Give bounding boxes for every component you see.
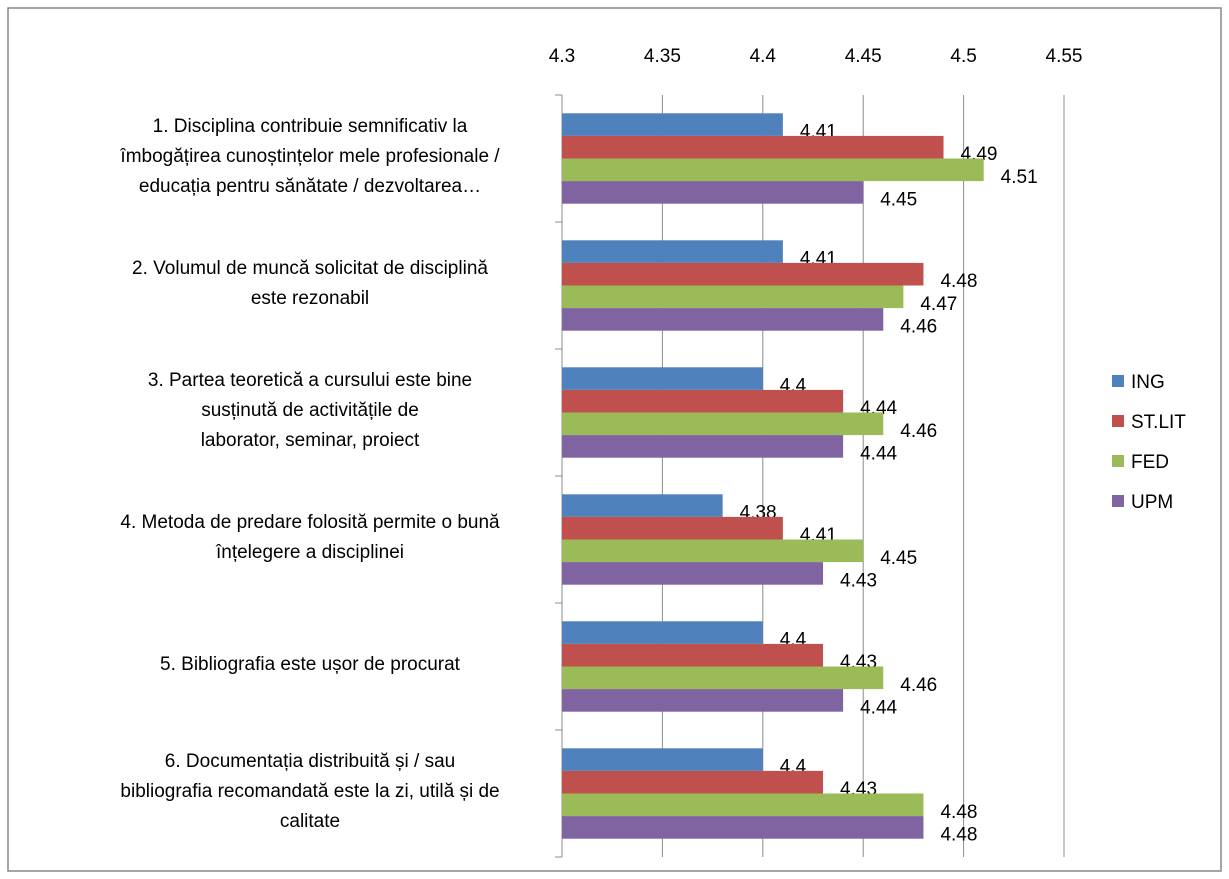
bar <box>562 308 884 331</box>
bar <box>562 285 904 309</box>
bar <box>562 643 824 667</box>
value-label: 4.44 <box>860 697 897 718</box>
value-label: 4.48 <box>940 802 977 823</box>
x-tick-label: 4.5 <box>950 46 976 67</box>
bar <box>562 770 824 794</box>
bar <box>562 689 844 712</box>
bar <box>562 181 864 204</box>
value-label: 4.45 <box>880 189 917 210</box>
x-tick-label: 4.3 <box>549 46 575 67</box>
legend-label: UPM <box>1131 492 1173 513</box>
x-tick-label: 4.55 <box>1046 46 1083 67</box>
value-label: 4.48 <box>940 271 977 292</box>
value-label: 4.46 <box>900 421 937 442</box>
x-tick-label: 4.35 <box>644 46 681 67</box>
bar <box>562 562 824 585</box>
bar <box>562 113 783 136</box>
bar <box>562 748 763 771</box>
value-label: 4.48 <box>940 824 977 845</box>
legend-label: ST.LIT <box>1131 412 1186 433</box>
bar <box>562 367 763 390</box>
legend-label: FED <box>1131 452 1169 473</box>
category-label: 4. Metoda de predare folosită permite o … <box>120 511 500 563</box>
value-label: 4.44 <box>860 443 897 464</box>
category-label: 3. Partea teoretică a cursului este bine… <box>147 369 473 451</box>
legend-swatch <box>1112 375 1124 387</box>
bar <box>562 135 944 159</box>
bar <box>562 516 783 540</box>
bar <box>562 389 844 413</box>
legend-swatch <box>1112 415 1124 427</box>
value-label: 4.46 <box>900 316 937 337</box>
bar <box>562 621 763 644</box>
value-label: 4.51 <box>1001 167 1038 188</box>
category-label: 2. Volumul de muncă solicitat de discipl… <box>132 257 488 309</box>
bar <box>562 262 924 286</box>
value-label: 4.46 <box>900 675 937 696</box>
value-label: 4.45 <box>880 548 917 569</box>
bar <box>562 494 723 517</box>
bar <box>562 666 884 690</box>
category-label: 5. Bibliografia este ușor de procurat <box>160 653 460 675</box>
legend-swatch <box>1112 495 1124 507</box>
legend-swatch <box>1112 455 1124 467</box>
x-tick-label: 4.4 <box>750 46 777 67</box>
bar <box>562 240 783 263</box>
category-label: 6. Documentația distribuită și / sau bib… <box>120 750 500 832</box>
bar <box>562 435 844 458</box>
bar <box>562 816 924 839</box>
legend-label: ING <box>1131 372 1165 393</box>
bar <box>562 412 884 436</box>
category-label: 1. Disciplina contribuie semnificativ la… <box>120 115 500 197</box>
x-tick-label: 4.45 <box>845 46 882 67</box>
value-label: 4.47 <box>920 294 957 315</box>
value-label: 4.43 <box>840 570 877 591</box>
bar <box>562 793 924 817</box>
bar <box>562 539 864 563</box>
bar <box>562 158 984 182</box>
